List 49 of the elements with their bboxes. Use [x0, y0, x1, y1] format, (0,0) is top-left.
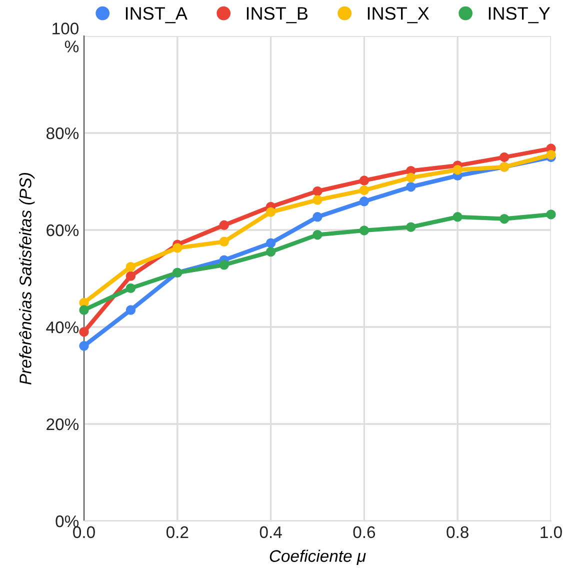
- point: [266, 246, 276, 257]
- point: [359, 226, 370, 236]
- point: [79, 305, 89, 315]
- x-tick-label: 0.6: [353, 526, 376, 538]
- point: [219, 236, 229, 246]
- point: [79, 341, 89, 351]
- y-tick-label: 40%: [46, 321, 79, 334]
- point: [499, 214, 510, 224]
- point: [546, 150, 556, 160]
- point: [219, 260, 229, 270]
- y-axis-title: Preferências Satisfeitas (PS): [19, 172, 35, 385]
- point: [359, 185, 370, 196]
- point: [219, 220, 229, 230]
- point: [126, 283, 136, 294]
- point: [546, 210, 556, 220]
- y-tick-label: 100 %: [52, 22, 79, 52]
- legend-label: INST_B: [246, 7, 308, 24]
- point: [312, 186, 322, 196]
- point: [79, 326, 89, 337]
- point: [126, 305, 136, 315]
- point: [312, 195, 322, 205]
- point: [126, 262, 136, 272]
- legend-label: INST_Y: [488, 7, 550, 24]
- x-tick-label: 0.8: [446, 526, 468, 538]
- x-tick-label: 1.0: [540, 526, 562, 538]
- point: [452, 165, 462, 175]
- x-tick-label: 0.4: [260, 526, 282, 538]
- point: [312, 212, 322, 222]
- point: [499, 152, 510, 162]
- point: [266, 238, 276, 248]
- point: [452, 212, 462, 222]
- point: [312, 230, 322, 240]
- y-tick-label: 60%: [46, 224, 79, 236]
- legend-label: INST_A: [126, 7, 188, 24]
- point: [406, 182, 416, 192]
- point: [406, 172, 416, 182]
- x-tick-label: 0.2: [166, 526, 188, 538]
- legend-label: INST_X: [368, 7, 430, 24]
- x-axis-title: Coeficiente μ: [270, 550, 366, 566]
- point: [359, 176, 370, 186]
- point: [359, 196, 370, 206]
- point: [126, 271, 136, 281]
- point: [406, 222, 416, 232]
- y-tick-label: 20%: [46, 418, 79, 430]
- point: [172, 243, 182, 253]
- y-tick-label: 80%: [46, 127, 79, 140]
- x-tick-label: 0.0: [73, 526, 95, 538]
- point: [266, 207, 276, 217]
- y-tick-label: 0%: [56, 515, 79, 528]
